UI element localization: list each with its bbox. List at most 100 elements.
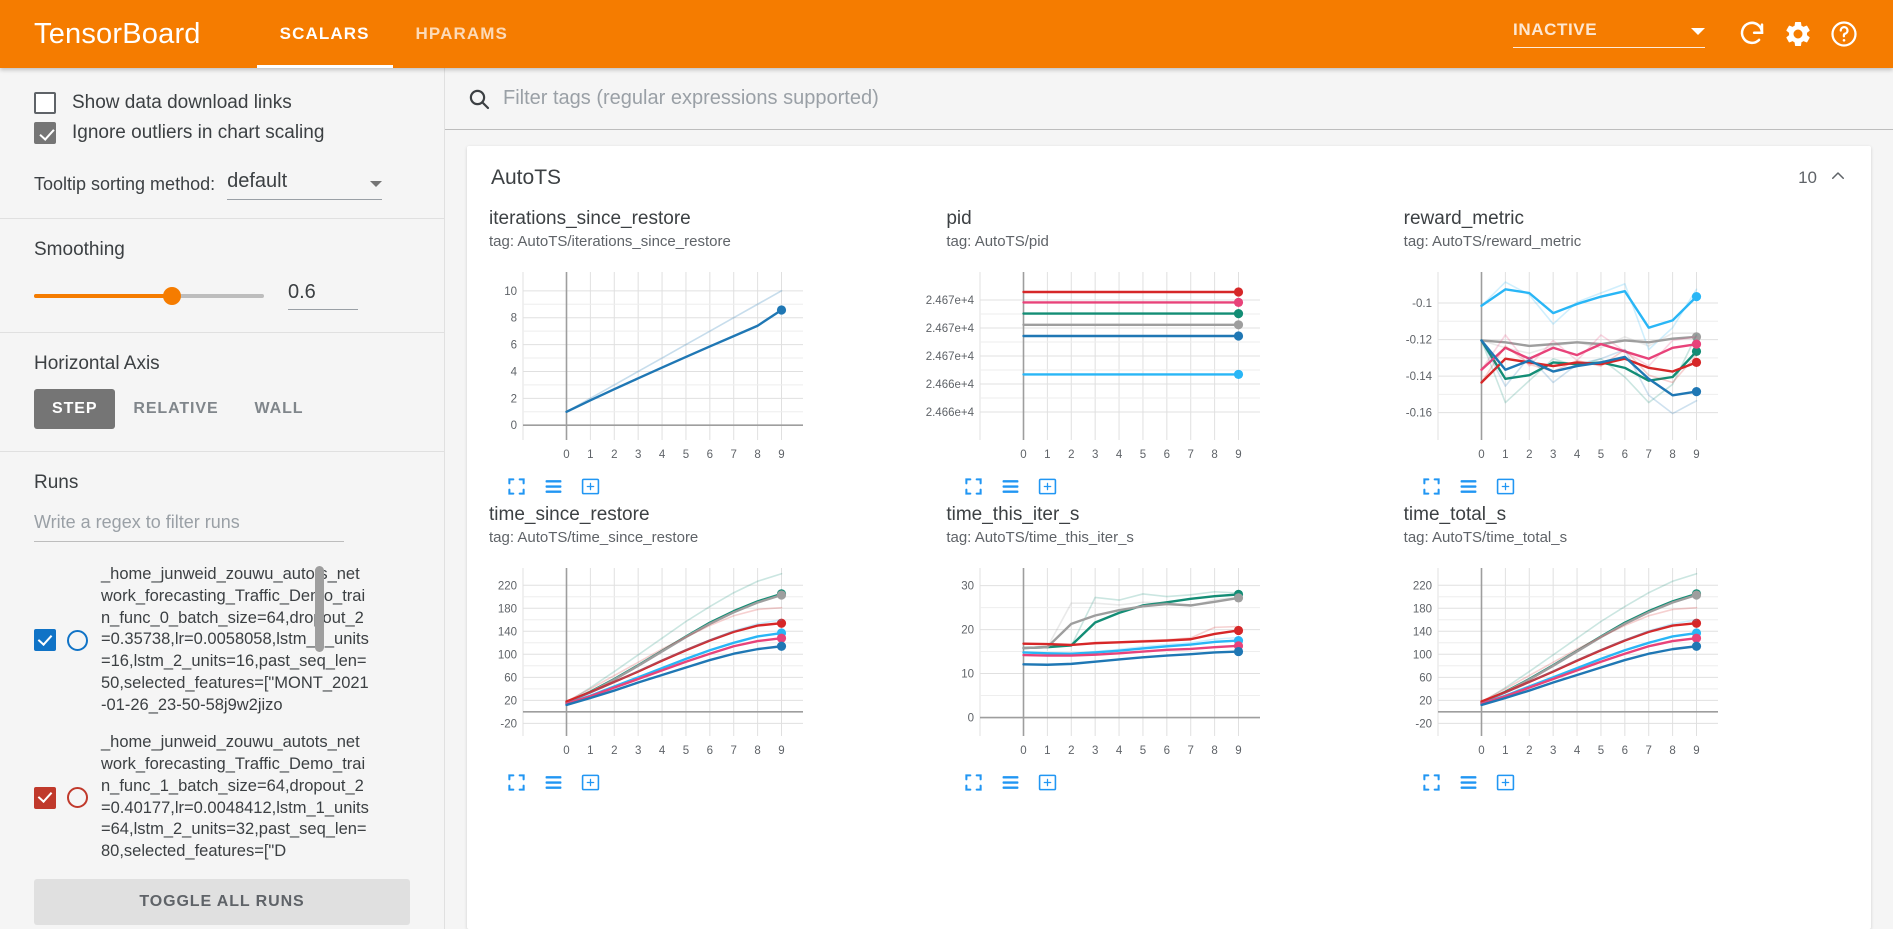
ignore-outliers-row[interactable]: Ignore outliers in chart scaling [34,122,410,144]
tab-hparams[interactable]: HPARAMS [415,24,508,43]
plot-area[interactable]: -0.16 -0.14 -0.12 -0.1 0 1 2 3 4 5 6 7 8 9 [1404,262,1849,475]
svg-text:-0.12: -0.12 [1405,334,1431,346]
axis-wall-button[interactable]: WALL [254,400,304,417]
svg-text:3: 3 [1550,449,1556,461]
run-name: _home_junweid_zouwu_autots_network_forec… [101,565,369,714]
chart-title: time_since_restore [489,503,650,525]
list-item[interactable]: _home_junweid_zouwu_autots_network_forec… [34,564,410,716]
plot-area[interactable]: 2.466e+4 2.466e+4 2.467e+4 2.467e+4 2.467e+4… [926,262,1391,475]
expand-icon[interactable] [964,477,983,496]
run-checkbox[interactable] [34,786,56,809]
card-title: AutoTS [491,166,562,189]
horizontal-axis-section: Horizontal Axis STEP RELATIVE WALL [0,353,444,429]
smoothing-value-input[interactable]: 0.6 [288,281,358,310]
ignore-outliers-label: Ignore outliers in chart scaling [72,122,325,143]
help-icon[interactable] [1821,11,1867,57]
svg-text:8: 8 [1669,745,1675,757]
data-series-icon[interactable] [1001,477,1020,496]
main-content: Filter tags (regular expressions support… [445,68,1893,929]
show-download-links-checkbox[interactable] [34,92,56,114]
svg-text:9: 9 [1693,449,1699,461]
svg-text:7: 7 [1645,745,1651,757]
data-series-icon[interactable] [1459,773,1478,792]
plot-area[interactable]: -20 20 60 100 140 180 220 0 1 2 3 4 5 6 7 8 9 [489,558,934,771]
card-header-right: 10 [1798,167,1847,189]
plot-area[interactable]: 0 10 20 30 0 1 2 3 4 5 6 7 8 9 [946,558,1391,771]
svg-text:0: 0 [1021,745,1027,757]
list-item[interactable]: _home_junweid_zouwu_autots_network_forec… [34,732,410,863]
ignore-outliers-checkbox[interactable] [34,122,56,144]
toggle-all-runs-button[interactable]: TOGGLE ALL RUNS [34,878,410,925]
sidebar: Show data download links Ignore outliers… [0,68,445,929]
data-series-icon[interactable] [1001,773,1020,792]
svg-text:0: 0 [968,712,974,724]
horizontal-axis-buttons: STEP RELATIVE WALL [34,389,410,429]
svg-text:6: 6 [511,339,517,351]
runs-scrollbar[interactable] [315,566,324,652]
reset-zoom-icon[interactable] [1038,773,1057,792]
scalars-card: AutoTS 10 iterations_since_restore tag: A… [467,146,1871,929]
chart-title: time_total_s [1403,503,1507,525]
svg-text:3: 3 [1550,745,1556,757]
chevron-up-icon[interactable] [1829,167,1847,189]
tooltip-sorting-select[interactable]: default [227,170,383,200]
run-color-radio[interactable] [67,629,88,651]
card-header: AutoTS 10 [467,146,1871,190]
chevron-down-icon [1691,28,1705,35]
divider [0,451,444,452]
reset-zoom-icon[interactable] [1038,477,1057,496]
expand-icon[interactable] [507,773,526,792]
chart-tag: tag: AutoTS/time_since_restore [489,528,699,546]
svg-text:2: 2 [1068,745,1074,757]
expand-icon[interactable] [964,773,983,792]
data-series-icon[interactable] [1459,477,1478,496]
plot-area[interactable]: 0 2 4 6 8 10 0 1 2 3 4 5 6 7 8 9 [489,262,934,475]
horizontal-axis-label: Horizontal Axis [34,353,160,374]
tag-filter-input[interactable]: Filter tags (regular expressions support… [503,87,879,109]
runs-filter-input[interactable]: Write a regex to filter runs [34,512,344,542]
tab-scalars[interactable]: SCALARS [256,0,393,68]
chart-title: iterations_since_restore [489,208,691,229]
svg-text:0: 0 [1478,449,1484,461]
svg-text:3: 3 [1092,745,1098,757]
reset-zoom-icon[interactable] [581,477,600,496]
svg-text:4: 4 [1574,745,1581,757]
axis-step-button[interactable]: STEP [34,389,116,429]
expand-icon[interactable] [1422,773,1441,792]
svg-text:30: 30 [962,580,975,592]
header-controls: INACTIVE [1513,11,1867,57]
data-series-icon[interactable] [544,773,563,792]
chart-title: time_this_iter_s [946,503,1080,525]
chart-iterations-since-restore: iterations_since_restore tag: AutoTS/iter… [489,200,934,496]
show-download-links-row[interactable]: Show data download links [34,92,410,114]
svg-text:1: 1 [587,449,593,461]
axis-relative-button[interactable]: RELATIVE [133,400,219,417]
chart-time-total-s: time_total_s tag: AutoTS/time_total_s -20 2… [1404,496,1849,792]
run-checkbox[interactable] [34,629,56,652]
scalars-card-wrap: AutoTS 10 iterations_since_restore tag: A… [445,130,1893,929]
reset-zoom-icon[interactable] [1496,773,1515,792]
chart-time-this-iter-s: time_this_iter_s tag: AutoTS/time_this_it… [946,496,1391,792]
svg-text:1: 1 [1502,449,1508,461]
data-series-icon[interactable] [544,477,563,496]
reset-zoom-icon[interactable] [1496,477,1515,496]
reload-icon[interactable] [1729,11,1775,57]
svg-text:2: 2 [511,393,517,405]
expand-icon[interactable] [1422,477,1441,496]
reload-status-dropdown[interactable]: INACTIVE [1513,20,1705,48]
svg-text:8: 8 [1212,449,1218,461]
svg-text:2: 2 [1526,449,1532,461]
gear-icon[interactable] [1775,11,1821,57]
svg-text:180: 180 [1412,603,1431,615]
smoothing-row: 0.6 [34,281,410,310]
reset-zoom-icon[interactable] [581,773,600,792]
expand-icon[interactable] [507,477,526,496]
svg-text:5: 5 [683,745,689,757]
svg-text:2.467e+4: 2.467e+4 [926,323,975,335]
svg-text:4: 4 [659,449,666,461]
run-color-radio[interactable] [67,787,88,809]
smoothing-slider[interactable] [34,286,264,305]
smoothing-slider-thumb[interactable] [163,286,181,305]
svg-text:-0.1: -0.1 [1412,298,1432,310]
plot-area[interactable]: -20 20 60 100 140 180 220 0 1 2 3 4 5 6 7 8 9 [1404,558,1849,771]
